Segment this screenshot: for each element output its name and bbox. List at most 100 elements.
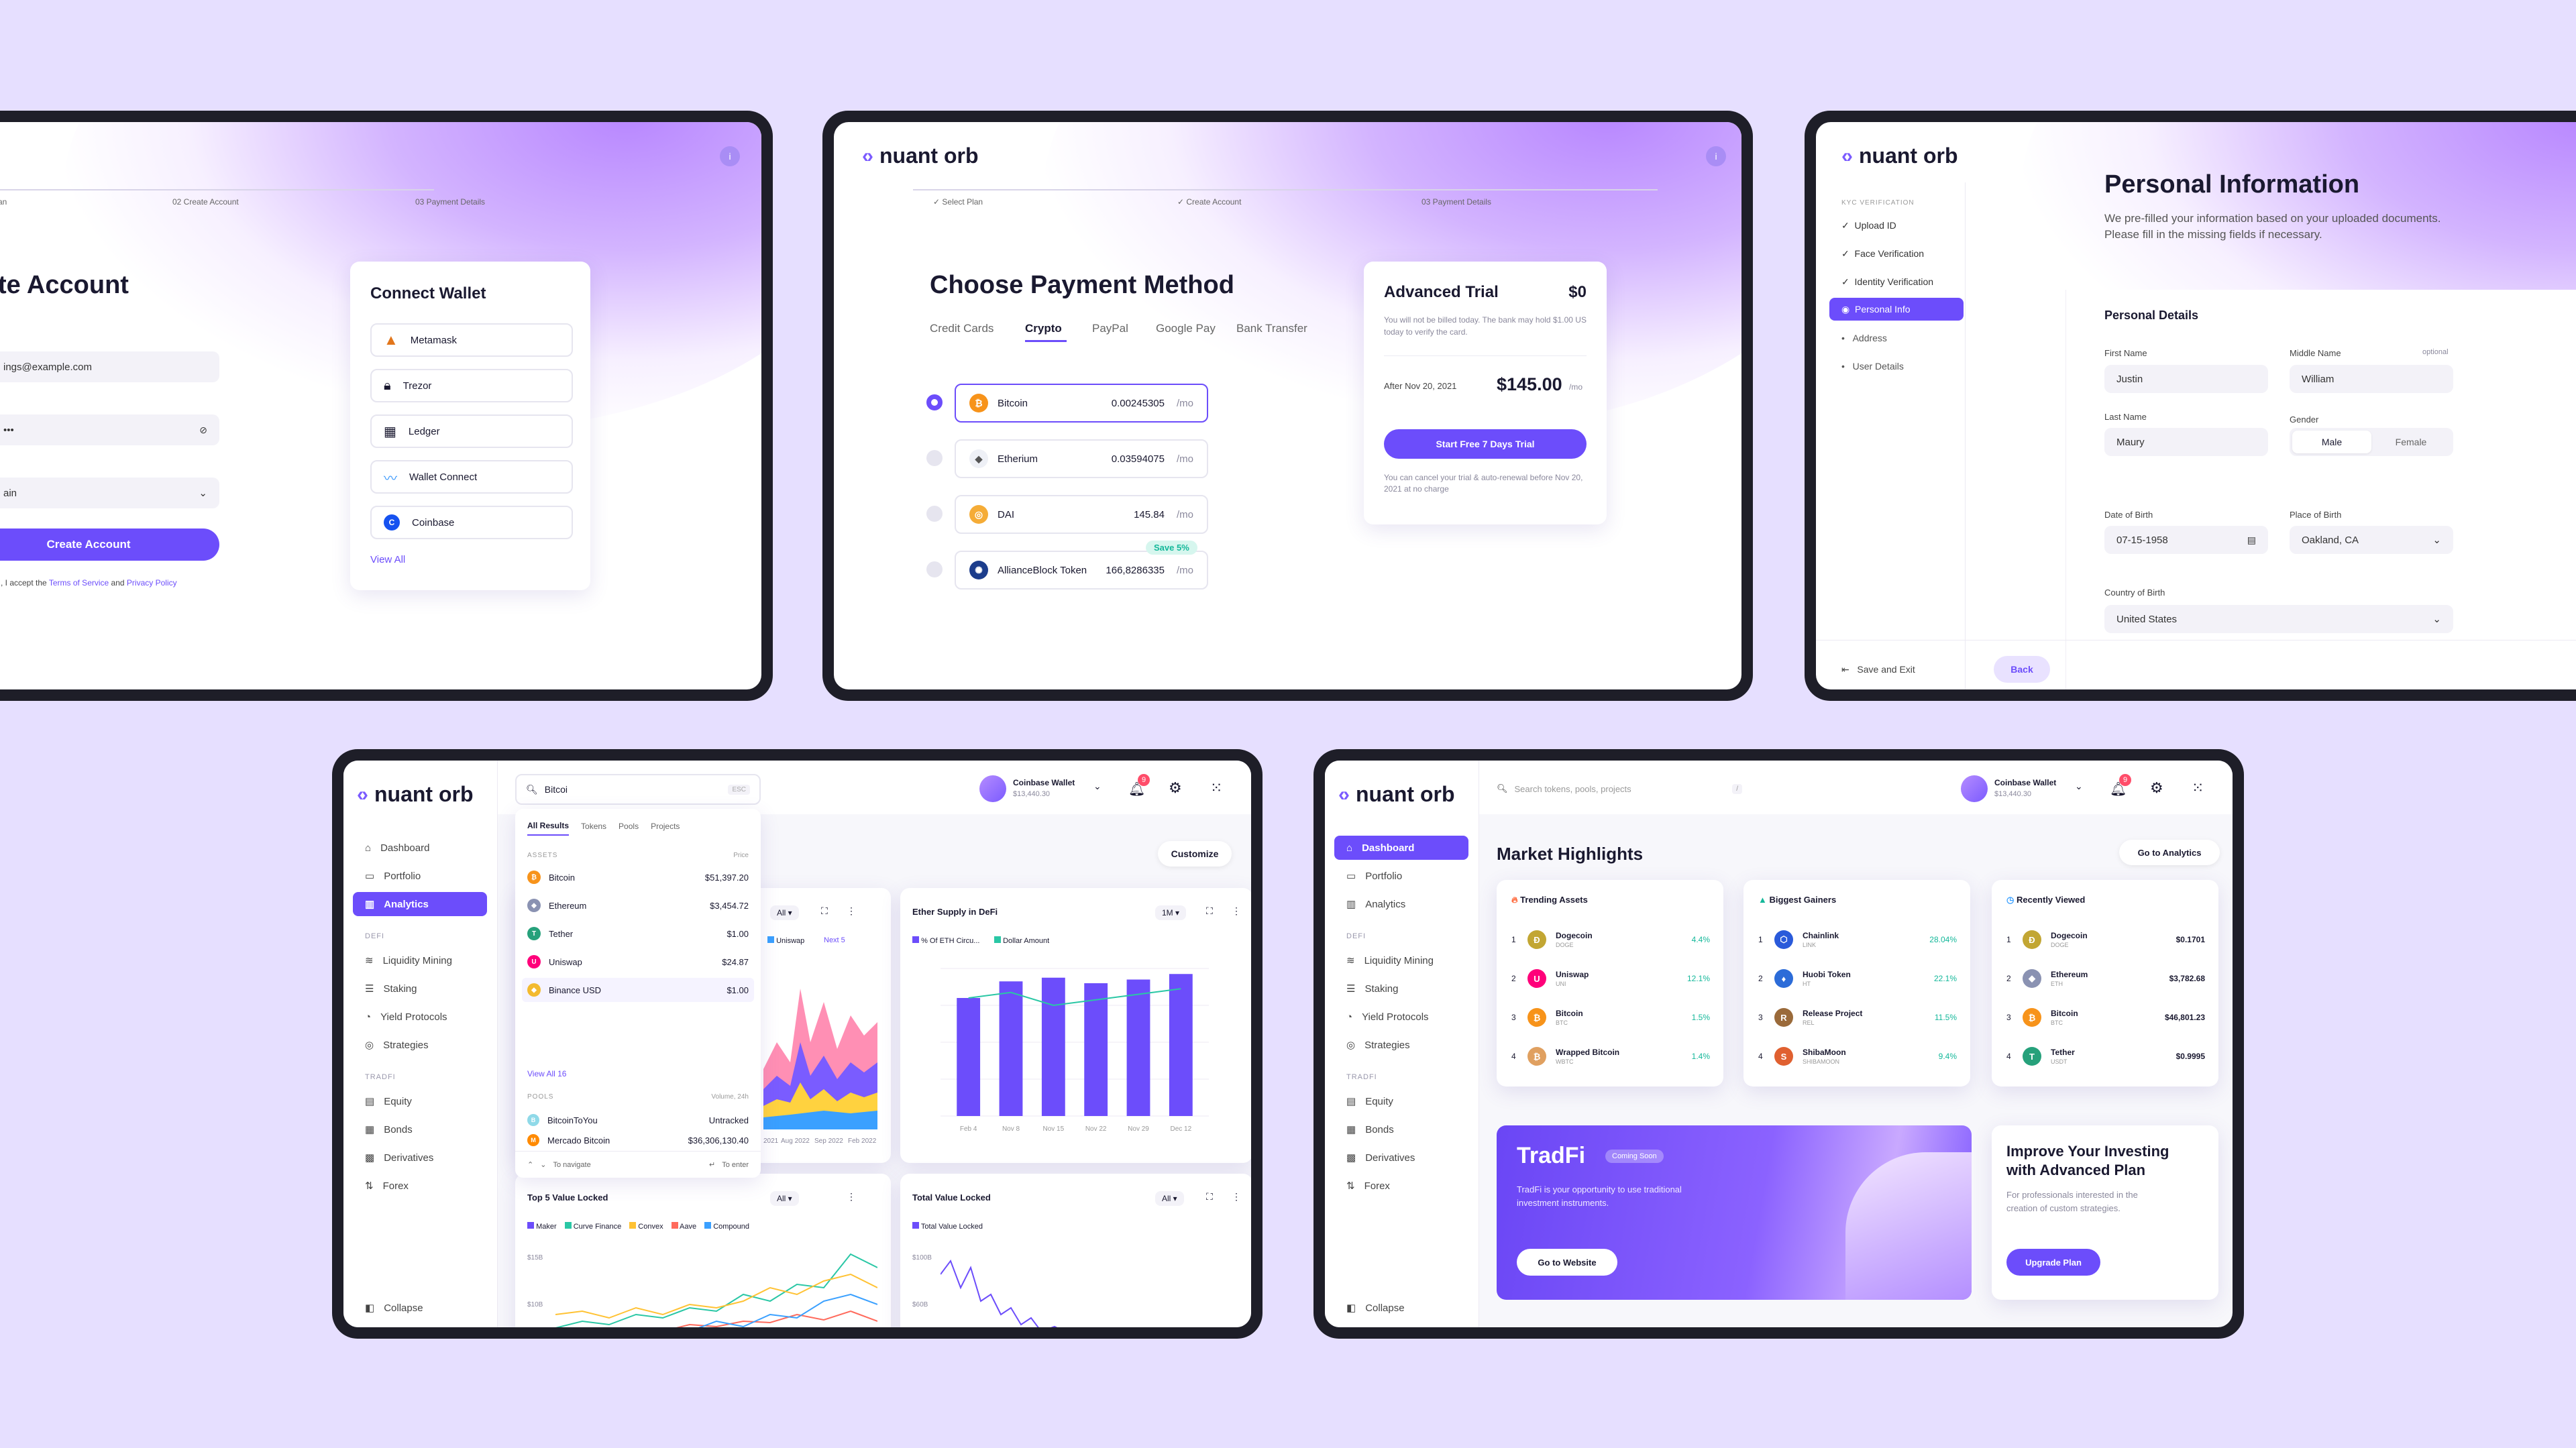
sidebar-item-staking[interactable]: ☰ Staking bbox=[353, 977, 487, 1001]
search-tab-pools[interactable]: Pools bbox=[619, 822, 639, 831]
search-tab-projects[interactable]: Projects bbox=[651, 822, 680, 831]
radio-dai[interactable] bbox=[926, 506, 943, 522]
sidebar-item-liquidity-mining[interactable]: ≋ Liquidity Mining bbox=[1334, 948, 1468, 972]
view-all-link[interactable]: View All bbox=[370, 554, 406, 565]
more-icon[interactable]: ⋮ bbox=[847, 905, 856, 916]
sidebar-item-equity[interactable]: ▤ Equity bbox=[1334, 1089, 1468, 1113]
asset-row[interactable]: 1 Ð Dogecoin DOGE 4.4% bbox=[1511, 924, 1710, 955]
gear-icon[interactable]: ⚙ bbox=[1169, 779, 1182, 796]
asset-result-row[interactable]: ◆ Binance USD $1.00 bbox=[522, 978, 754, 1002]
info-icon[interactable]: i bbox=[1706, 146, 1726, 166]
middle-name-input[interactable]: William bbox=[2290, 365, 2453, 393]
coin-option-etherium[interactable]: ◆ Etherium 0.03594075/mo bbox=[955, 439, 1208, 478]
go-to-analytics-button[interactable]: Go to Analytics bbox=[2119, 840, 2220, 865]
gender-male[interactable]: Male bbox=[2292, 431, 2371, 453]
search-tab-tokens[interactable]: Tokens bbox=[581, 822, 607, 831]
sidebar-item-dashboard[interactable]: ⌂ Dashboard bbox=[1334, 836, 1468, 860]
wallet-avatar[interactable] bbox=[1961, 775, 1988, 802]
password-field[interactable]: ••• ⊘ bbox=[0, 414, 219, 445]
wallet-avatar[interactable] bbox=[979, 775, 1006, 802]
wallet-trezor[interactable]: 🔒︎ Trezor bbox=[370, 369, 573, 402]
sidebar-item-derivatives[interactable]: ▩ Derivatives bbox=[1334, 1146, 1468, 1170]
radio-bitcoin[interactable] bbox=[926, 394, 943, 410]
asset-row[interactable]: 4 ₿ Wrapped Bitcoin WBTC 1.4% bbox=[1511, 1041, 1710, 1072]
view-all-results-link[interactable]: View All 16 bbox=[527, 1069, 567, 1078]
ether-bar[interactable] bbox=[1169, 974, 1193, 1116]
privacy-link[interactable]: Privacy Policy bbox=[126, 578, 177, 588]
kyc-step-user-details[interactable]: • User Details bbox=[1841, 361, 1904, 372]
gear-icon[interactable]: ⚙ bbox=[2150, 779, 2163, 796]
kyc-step-upload-id[interactable]: ✓ Upload ID bbox=[1841, 220, 1896, 231]
sidebar-item-forex[interactable]: ⇅ Forex bbox=[353, 1174, 487, 1198]
expand-icon[interactable]: ⛶ bbox=[1206, 1191, 1213, 1202]
sidebar-collapse[interactable]: ◧ Collapse bbox=[1334, 1296, 1468, 1320]
coin-option-allianceblock[interactable]: ✺ AllianceBlock Token 166,8286335/mo bbox=[955, 551, 1208, 590]
wallet-coinbase[interactable]: C Coinbase bbox=[370, 506, 573, 539]
ether-bar[interactable] bbox=[957, 998, 981, 1116]
sidebar-item-portfolio[interactable]: ▭ Portfolio bbox=[353, 864, 487, 888]
wallet-name[interactable]: Coinbase Wallet bbox=[1013, 778, 1075, 787]
expand-icon[interactable]: ⛶ bbox=[821, 905, 828, 916]
asset-row[interactable]: 2 U Uniswap UNI 12.1% bbox=[1511, 963, 1710, 994]
asset-row[interactable]: 3 ₿ Bitcoin BTC $46,801.23 bbox=[2006, 1002, 2205, 1033]
wallet-name[interactable]: Coinbase Wallet bbox=[1994, 778, 2057, 787]
calendar-icon[interactable]: ▤ bbox=[2247, 534, 2256, 545]
wallet-walletconnect[interactable]: 〰 Wallet Connect bbox=[370, 460, 573, 494]
go-to-website-button[interactable]: Go to Website bbox=[1517, 1249, 1617, 1276]
radio-allianceblock[interactable] bbox=[926, 561, 943, 577]
tab-credit-cards[interactable]: Credit Cards bbox=[930, 322, 994, 335]
wallet-metamask[interactable]: ▲ Metamask bbox=[370, 323, 573, 357]
search-input[interactable]: 🔍︎ Bitcoi ESC bbox=[515, 774, 761, 805]
tab-paypal[interactable]: PayPal bbox=[1092, 322, 1128, 335]
customize-button[interactable]: Customize bbox=[1158, 841, 1232, 867]
sidebar-item-bonds[interactable]: ▦ Bonds bbox=[353, 1117, 487, 1141]
search-input[interactable]: 🔍︎ Search tokens, pools, projects / bbox=[1497, 775, 1742, 802]
pool-row[interactable]: B BitcoinToYou Untracked bbox=[527, 1108, 749, 1132]
asset-row[interactable]: 2 ◆ Ethereum ETH $3,782.68 bbox=[2006, 963, 2205, 994]
kyc-step-identity[interactable]: ✓ Identity Verification bbox=[1841, 276, 1934, 287]
more-icon[interactable]: ⋮ bbox=[847, 1191, 856, 1202]
asset-row[interactable]: 4 T Tether USDT $0.9995 bbox=[2006, 1041, 2205, 1072]
kyc-step-address[interactable]: • Address bbox=[1841, 333, 1887, 343]
create-account-button[interactable]: Create Account bbox=[0, 528, 219, 561]
sidebar-item-yield-protocols[interactable]: ◔ Yield Protocols bbox=[353, 1005, 487, 1029]
sidebar-item-bonds[interactable]: ▦ Bonds bbox=[1334, 1117, 1468, 1141]
sidebar-item-portfolio[interactable]: ▭ Portfolio bbox=[1334, 864, 1468, 888]
tab-bank-transfer[interactable]: Bank Transfer bbox=[1236, 322, 1307, 335]
kyc-step-personal-info[interactable]: ◉ Personal Info bbox=[1829, 298, 1964, 321]
ether-bar[interactable] bbox=[999, 981, 1023, 1116]
sidebar-item-liquidity-mining[interactable]: ≋ Liquidity Mining bbox=[353, 948, 487, 972]
ether-bar[interactable] bbox=[1126, 979, 1150, 1117]
pob-select[interactable]: Oakland, CA ⌄ bbox=[2290, 526, 2453, 554]
asset-row[interactable]: 1 Ð Dogecoin DOGE $0.1701 bbox=[2006, 924, 2205, 955]
bell-icon[interactable]: 🔔︎ bbox=[1128, 782, 1146, 797]
email-field[interactable]: ings@example.com bbox=[0, 351, 219, 382]
ether-bar[interactable] bbox=[1084, 983, 1108, 1116]
info-icon[interactable]: i bbox=[720, 146, 740, 166]
asset-row[interactable]: 3 R Release Project REL 11.5% bbox=[1758, 1002, 1957, 1033]
brand-logo[interactable]: ‹› nuant orb bbox=[862, 144, 979, 168]
chart4-filter[interactable]: All ▾ bbox=[1155, 1191, 1184, 1206]
pool-row[interactable]: M Mercado Bitcoin $36,306,130.40 bbox=[527, 1132, 749, 1148]
sidebar-item-analytics[interactable]: ▥ Analytics bbox=[1334, 892, 1468, 916]
cob-select[interactable]: United States ⌄ bbox=[2104, 605, 2453, 633]
last-name-input[interactable]: Maury bbox=[2104, 428, 2268, 456]
sidebar-item-derivatives[interactable]: ▩ Derivatives bbox=[353, 1146, 487, 1170]
asset-row[interactable]: 2 ♦ Huobi Token HT 22.1% bbox=[1758, 963, 1957, 994]
asset-result-row[interactable]: ◆ Ethereum $3,454.72 bbox=[527, 893, 749, 917]
eye-off-icon[interactable]: ⊘ bbox=[199, 424, 207, 435]
sidebar-item-equity[interactable]: ▤ Equity bbox=[353, 1089, 487, 1113]
apps-grid-icon[interactable]: ⁙ bbox=[1210, 779, 1223, 796]
sidebar-item-staking[interactable]: ☰ Staking bbox=[1334, 977, 1468, 1001]
asset-row[interactable]: 3 ₿ Bitcoin BTC 1.5% bbox=[1511, 1002, 1710, 1033]
tab-crypto[interactable]: Crypto bbox=[1025, 322, 1062, 335]
asset-row[interactable]: 1 ⬡ Chainlink LINK 28.04% bbox=[1758, 924, 1957, 955]
sidebar-item-strategies[interactable]: ◎ Strategies bbox=[353, 1033, 487, 1057]
asset-row[interactable]: 4 S ShibaMoon SHIBAMOON 9.4% bbox=[1758, 1041, 1957, 1072]
coin-option-dai[interactable]: ◎ DAI 145.84/mo bbox=[955, 495, 1208, 534]
radio-etherium[interactable] bbox=[926, 450, 943, 466]
network-select[interactable]: ain ⌄ bbox=[0, 478, 219, 508]
start-trial-button[interactable]: Start Free 7 Days Trial bbox=[1384, 429, 1587, 459]
apps-grid-icon[interactable]: ⁙ bbox=[2192, 779, 2204, 796]
chart2-filter[interactable]: 1M ▾ bbox=[1155, 905, 1187, 920]
